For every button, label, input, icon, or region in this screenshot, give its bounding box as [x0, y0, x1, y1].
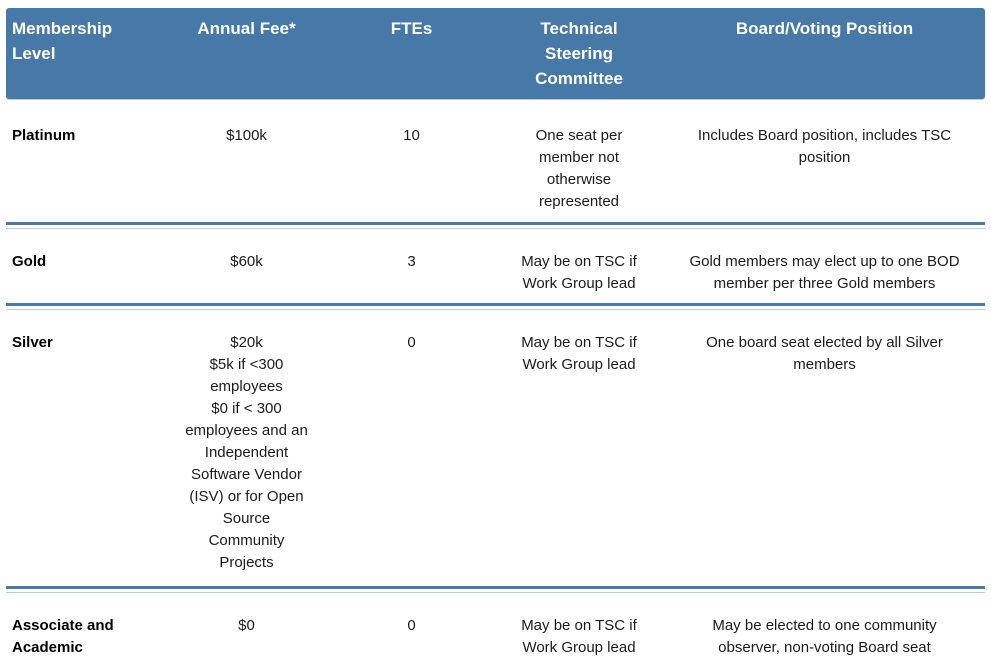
cell-board-position: May be elected to one community observer…	[712, 617, 937, 656]
cell-level: Associate and Academic	[12, 617, 114, 656]
column-header-board-voting-position: Board/Voting Position	[735, 19, 914, 38]
column-header-ftes: FTEs	[390, 19, 433, 38]
table-row-associate-academic: Associate and Academic $0 0 May be on TS…	[6, 586, 985, 672]
cell-annual-fee: $20k $5k if <300 employees $0 if < 300 e…	[185, 334, 308, 571]
cell-annual-fee: $100k	[226, 127, 267, 144]
column-header-technical-steering-committee: Technical Steering Committee	[535, 19, 623, 88]
table-row-gold: Gold $60k 3 May be on TSC if Work Group …	[6, 222, 985, 303]
cell-board-position: Gold members may elect up to one BOD mem…	[689, 253, 960, 292]
cell-annual-fee: $0	[238, 617, 255, 634]
cell-ftes: 3	[407, 253, 416, 270]
cell-ftes: 10	[403, 127, 420, 144]
cell-annual-fee: $60k	[230, 253, 263, 270]
cell-tsc: May be on TSC if Work Group lead	[521, 617, 637, 656]
table-row-silver: Silver $20k $5k if <300 employees $0 if …	[6, 303, 985, 586]
cell-tsc: One seat per member not otherwise repres…	[535, 127, 623, 210]
cell-tsc: May be on TSC if Work Group lead	[521, 334, 637, 373]
cell-tsc: May be on TSC if Work Group lead	[521, 253, 637, 292]
cell-board-position: One board seat elected by all Silver mem…	[706, 334, 943, 373]
cell-level: Silver	[12, 334, 53, 351]
cell-ftes: 0	[407, 617, 416, 634]
column-header-annual-fee: Annual Fee*	[197, 19, 296, 38]
column-header-membership-level: Membership Level	[12, 19, 113, 63]
membership-table: Membership Level Annual Fee* FTEs Techni…	[6, 8, 985, 672]
table-header-row: Membership Level Annual Fee* FTEs Techni…	[6, 8, 985, 99]
table-row-platinum: Platinum $100k 10 One seat per member no…	[6, 99, 985, 222]
cell-ftes: 0	[407, 334, 416, 351]
cell-level: Platinum	[12, 127, 76, 144]
cell-level: Gold	[12, 253, 47, 270]
cell-board-position: Includes Board position, includes TSC po…	[697, 127, 952, 166]
